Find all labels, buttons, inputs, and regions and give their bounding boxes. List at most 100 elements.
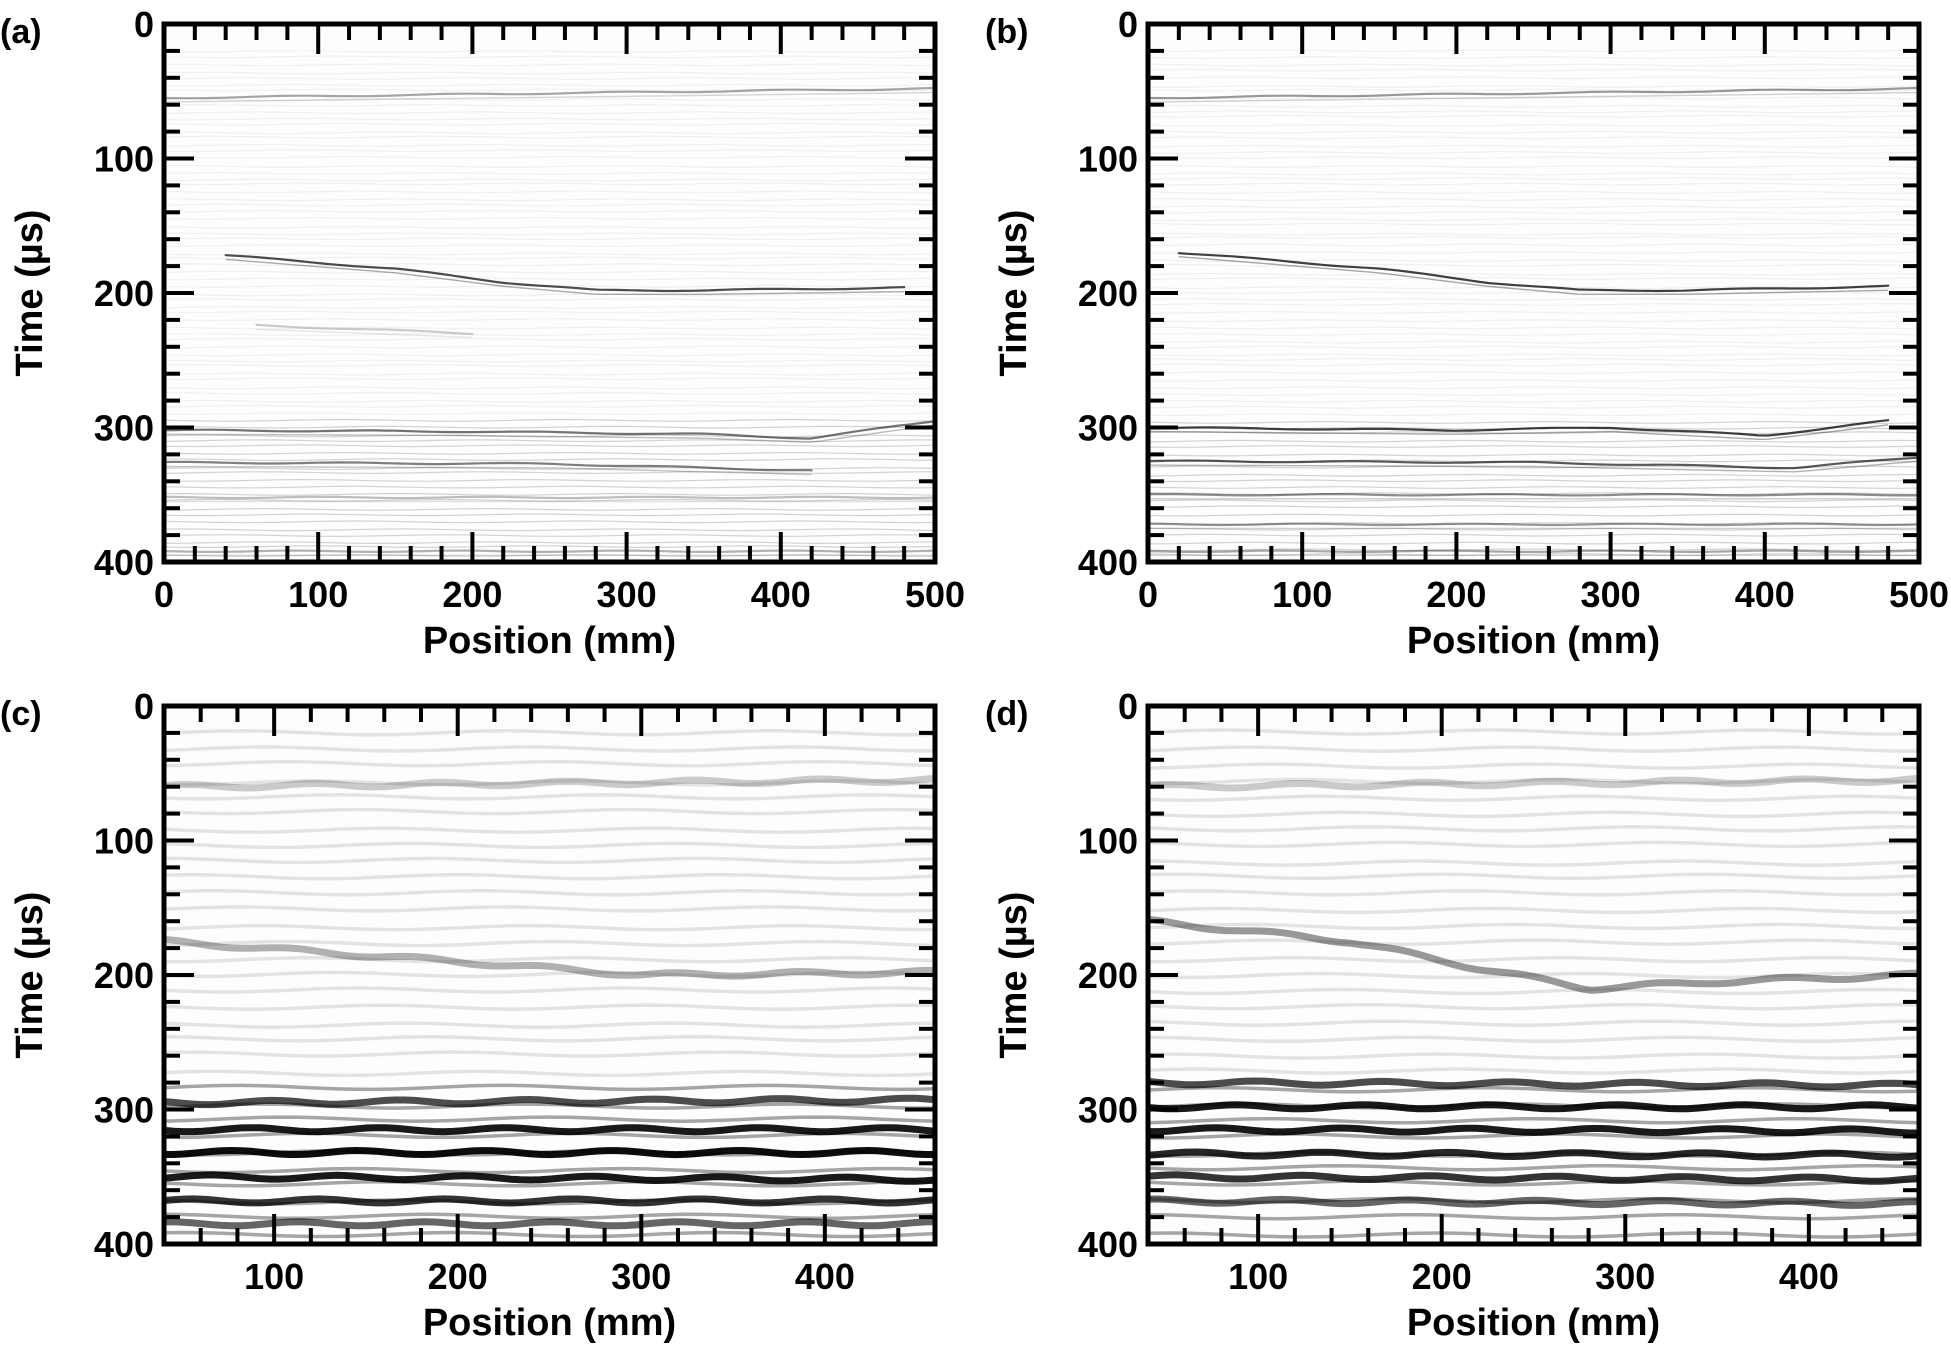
y-axis-label: Time (µs)	[9, 892, 51, 1059]
texture-band	[1148, 777, 1919, 786]
texture-band	[164, 353, 935, 357]
reflector-trace	[164, 1218, 935, 1230]
texture-band	[1148, 1212, 1919, 1221]
texture-band	[164, 198, 935, 202]
texture-band	[164, 77, 935, 80]
reflector-echo	[225, 258, 905, 295]
y-tick-label: 100	[94, 821, 154, 862]
plot-area	[164, 24, 935, 562]
texture-band	[1148, 277, 1919, 280]
texture-band	[164, 318, 935, 321]
texture-band	[1148, 745, 1919, 753]
texture-band	[164, 1166, 935, 1175]
texture-band	[164, 277, 935, 281]
texture-band	[164, 111, 935, 115]
panel-b: 0 100 200 300 400 500 0 100 200 300 400 Position (m…	[985, 4, 1949, 662]
texture-band	[164, 399, 935, 403]
texture-band	[164, 554, 935, 557]
reflector-trace	[1148, 1124, 1919, 1137]
texture-band	[164, 143, 935, 147]
texture-band	[164, 190, 935, 194]
x-tick-label: 100	[288, 574, 348, 615]
reflector-trace	[1148, 1148, 1919, 1161]
texture-band	[1148, 522, 1919, 525]
x-tick-label: 100	[1272, 574, 1332, 615]
texture-band	[1148, 453, 1919, 457]
texture-band	[1148, 1163, 1919, 1172]
texture-band	[164, 970, 935, 979]
reflector-trace	[1148, 522, 1919, 527]
reflector-trace	[1177, 252, 1890, 293]
texture-band	[164, 104, 935, 107]
texture-band	[164, 178, 935, 182]
y-tick-label: 100	[1078, 821, 1138, 862]
texture-band	[164, 729, 935, 737]
x-tick-label: 200	[442, 574, 502, 615]
texture-band	[164, 889, 935, 897]
texture-band	[164, 293, 935, 297]
reflector-trace	[1148, 549, 1919, 553]
texture-band	[1148, 486, 1919, 489]
reflector-trace	[164, 86, 935, 100]
texture-band	[164, 363, 935, 367]
texture-band	[164, 98, 935, 101]
x-tick-label: 300	[597, 574, 657, 615]
texture-band	[164, 1083, 935, 1092]
texture-band	[1148, 445, 1919, 448]
y-tick-label: 200	[94, 955, 154, 996]
texture-band	[164, 439, 935, 443]
texture-band	[1148, 96, 1919, 100]
texture-band	[1148, 473, 1919, 477]
texture-band	[1148, 85, 1919, 88]
y-tick-label: 400	[94, 542, 154, 583]
texture-band	[164, 807, 935, 816]
texture-band	[1148, 236, 1919, 239]
texture-band	[164, 1003, 935, 1011]
texture-band	[164, 256, 935, 260]
texture-band	[1148, 922, 1919, 931]
y-tick-label: 0	[134, 686, 154, 727]
reflector-echo	[1148, 91, 1919, 103]
texture-band	[164, 759, 935, 768]
texture-band	[1148, 533, 1919, 537]
reflector-echo	[164, 465, 812, 476]
x-tick-label: 300	[1581, 574, 1641, 615]
texture-band	[1148, 1002, 1919, 1011]
texture-band	[1148, 1231, 1919, 1239]
texture-band	[164, 471, 935, 475]
texture-band	[164, 451, 935, 455]
texture-band	[164, 171, 935, 175]
reflector-trace	[1148, 915, 1919, 994]
x-tick-label: 500	[905, 574, 965, 615]
reflector-echo	[164, 424, 935, 443]
texture-band	[164, 122, 935, 126]
texture-band	[164, 986, 935, 994]
texture-band	[1148, 251, 1919, 254]
texture-band	[164, 541, 935, 544]
reflector-trace	[255, 323, 474, 336]
x-tick-label: 400	[1779, 1256, 1839, 1297]
texture-band	[1148, 987, 1919, 996]
texture-band	[164, 520, 935, 524]
reflector-echo	[1148, 424, 1889, 441]
x-tick-label: 100	[1228, 1256, 1288, 1297]
texture-band	[1148, 177, 1919, 181]
texture-band	[1148, 505, 1919, 509]
texture-band	[164, 225, 935, 229]
y-tick-label: 100	[1078, 139, 1138, 180]
texture-band	[164, 745, 935, 753]
plot-area	[164, 706, 935, 1244]
x-tick-label: 100	[244, 1256, 304, 1297]
texture-band	[1148, 541, 1919, 545]
texture-band	[1148, 1085, 1919, 1094]
texture-band	[164, 306, 935, 309]
texture-band	[1148, 762, 1919, 770]
reflector-trace	[1148, 1077, 1919, 1091]
texture-band	[164, 1069, 935, 1078]
panel-label: (c)	[0, 695, 42, 733]
texture-band	[1148, 311, 1919, 314]
texture-band	[1148, 130, 1919, 134]
reflector-trace	[1148, 1101, 1919, 1113]
texture-band	[164, 333, 935, 337]
